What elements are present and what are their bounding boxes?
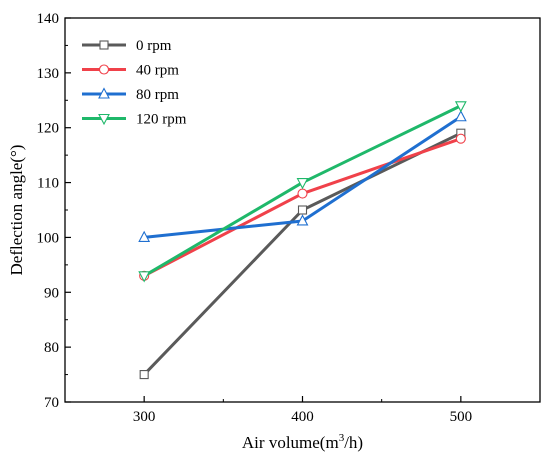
legend-item: 40 rpm: [82, 63, 179, 79]
legend-item: 120 rpm: [82, 112, 187, 128]
y-tick-label: 70: [44, 395, 59, 411]
data-point-triangle-down: [454, 101, 467, 113]
legend-item: 80 rpm: [82, 87, 179, 103]
legend-label: 0 rpm: [136, 38, 172, 54]
y-tick-label: 80: [44, 340, 59, 356]
data-point-triangle-up: [138, 230, 151, 242]
x-axis-label-superscript: 3: [339, 432, 345, 444]
data-point-circle: [297, 188, 308, 199]
y-axis-label: Deflection angle(°): [7, 145, 26, 276]
legend-label: 80 rpm: [136, 87, 179, 103]
data-point-square: [99, 40, 109, 50]
x-tick-label: 300: [133, 409, 156, 425]
series-4: [138, 101, 467, 283]
series-layer: [138, 101, 467, 380]
data-point-triangle-down: [138, 271, 151, 283]
data-point-circle: [455, 133, 466, 144]
data-point-triangle-up: [98, 87, 110, 99]
y-tick-label: 90: [44, 285, 59, 301]
data-point-circle: [98, 64, 110, 75]
series-line: [143, 131, 462, 376]
data-point-triangle-up: [296, 214, 309, 226]
data-point-triangle-down: [296, 178, 309, 190]
data-point-square: [139, 370, 149, 380]
y-tick-label: 110: [37, 176, 59, 192]
x-tick-label: 400: [291, 409, 314, 425]
data-point-square: [297, 205, 308, 215]
legend-label: 40 rpm: [136, 63, 179, 79]
series-1: [139, 128, 466, 380]
data-point-triangle-down: [98, 113, 110, 126]
x-tick-label: 500: [450, 409, 473, 425]
legend: 0 rpm 40 rpm 80 rpm 120 rpm: [82, 38, 187, 128]
legend-label: 120 rpm: [136, 112, 187, 128]
x-axis-label: Air volume(m3/h): [242, 432, 363, 452]
legend-item: 0 rpm: [82, 38, 172, 54]
y-tick-label: 130: [37, 66, 60, 82]
axis-ticks: 70 80 90 100 110 120 130 140 300 400 500: [37, 11, 541, 425]
y-tick-label: 120: [37, 121, 60, 137]
series-3: [138, 110, 467, 242]
y-tick-label: 140: [37, 11, 60, 27]
data-point-triangle-up: [454, 110, 467, 122]
y-tick-label: 100: [37, 230, 60, 246]
